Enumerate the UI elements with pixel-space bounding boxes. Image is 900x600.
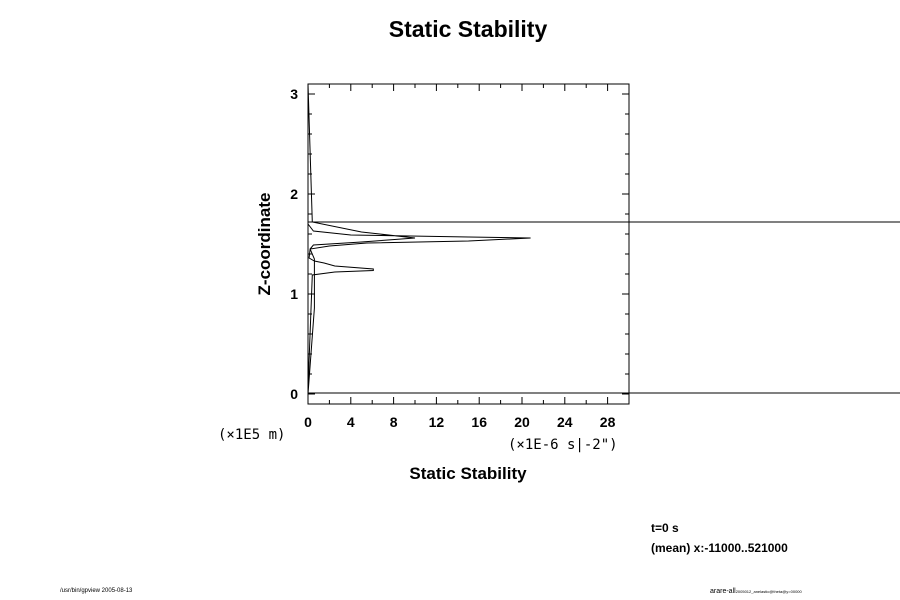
time-label: t=0 s [651, 521, 679, 535]
x-unit-label: (×1E-6 s|-2") [508, 437, 618, 453]
footer-right: arare-all2005012_anelastic@theta@y=00000 [710, 588, 802, 595]
x-tick-label: 16 [471, 414, 487, 430]
x-tick-label: 28 [600, 414, 616, 430]
y-tick-label: 1 [290, 286, 298, 302]
x-tick-label: 8 [390, 414, 398, 430]
y-tick-label: 3 [290, 86, 298, 102]
plot-frame [307, 83, 630, 405]
footer-right-sub: 2005012_anelastic@theta@y=00000 [735, 589, 802, 594]
y-tick-label: 2 [290, 186, 298, 202]
x-tick-label: 4 [347, 414, 355, 430]
y-axis-label: Z-coordinate [255, 193, 274, 296]
x-axis-label: Static Stability [409, 464, 527, 483]
y-unit-label: (×1E5 m) [218, 427, 285, 443]
x-tick-labels: 0 4 8 12 16 20 24 28 [304, 414, 615, 430]
x-tick-label: 12 [429, 414, 445, 430]
y-tick-labels: 0 1 2 3 [290, 86, 298, 402]
horizontal-lines [308, 221, 900, 394]
x-tick-label: 20 [514, 414, 530, 430]
footer-left: /usr/bin/gpview 2005-08-13 [60, 588, 133, 594]
footer-right-main: arare-all [710, 588, 736, 595]
mean-range-label: (mean) x:-11000..521000 [651, 541, 788, 555]
y-tick-label: 0 [290, 386, 298, 402]
x-tick-label: 0 [304, 414, 312, 430]
series-line-static-stability [307, 83, 531, 395]
chart-title: Static Stability [388, 16, 548, 42]
x-tick-label: 24 [557, 414, 573, 430]
